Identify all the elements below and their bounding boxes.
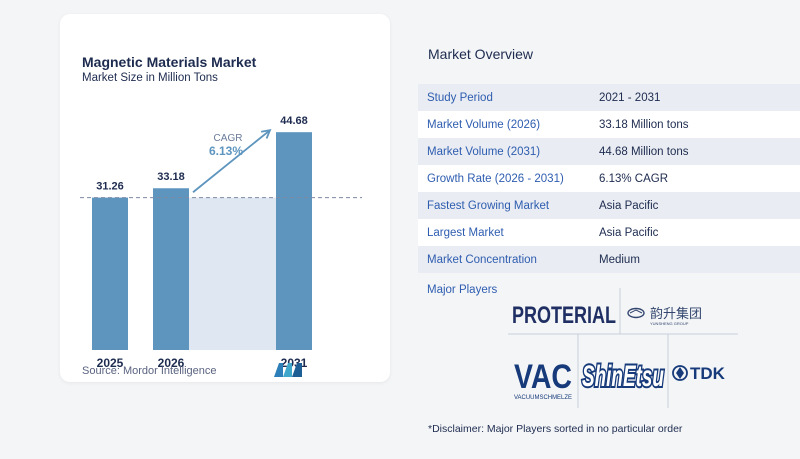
overview-value: 6.13% CAGR — [599, 172, 669, 185]
cagr-arrow — [192, 129, 271, 193]
overview-key: Market Concentration — [427, 253, 537, 266]
yunsheng-logo-text: 韵升集团 — [650, 306, 702, 322]
major-players-logos: PROTERIAL 韵升集团 YUNSHENG GROUP VAC VACUUM… — [508, 288, 738, 408]
growth-band — [189, 197, 276, 350]
overview-row: Largest Market Asia Pacific — [418, 219, 800, 246]
overview-key: Market Volume (2031) — [427, 145, 541, 158]
category-label: 2026 — [158, 356, 185, 370]
overview-row: Study Period 2021 - 2031 — [418, 84, 800, 111]
source-text: Source: Mordor Intelligence — [82, 365, 217, 377]
chart-subtitle: Market Size in Million Tons — [82, 72, 218, 84]
overview-table: Study Period 2021 - 2031 Market Volume (… — [418, 84, 800, 273]
category-label: 2025 — [97, 356, 124, 370]
shinetsu-logo-text: ShinEtsu — [582, 360, 664, 393]
yunsheng-logo: 韵升集团 YUNSHENG GROUP — [627, 306, 702, 326]
overview-row: Growth Rate (2026 - 2031) 6.13% CAGR — [418, 165, 800, 192]
overview-row: Market Volume (2031) 44.68 Million tons — [418, 138, 800, 165]
yunsheng-logo-subtext: YUNSHENG GROUP — [650, 321, 689, 326]
overview-value: Asia Pacific — [599, 226, 659, 239]
overview-value: 33.18 Million tons — [599, 118, 689, 131]
overview-row: Market Volume (2026) 33.18 Million tons — [418, 111, 800, 138]
disclaimer-text: *Disclaimer: Major Players sorted in no … — [428, 423, 683, 435]
value-label: 33.18 — [157, 171, 185, 183]
market-overview-panel: Market Overview Study Period 2021 - 2031… — [418, 0, 800, 459]
chart-title: Magnetic Materials Market — [82, 54, 257, 70]
value-label: 44.68 — [280, 115, 308, 127]
overview-title: Market Overview — [428, 46, 534, 62]
overview-value: 2021 - 2031 — [599, 91, 661, 104]
overview-key: Largest Market — [427, 226, 504, 239]
major-players-label: Major Players — [427, 284, 498, 296]
vac-logo: VAC VACUUMSCHMELZE — [514, 358, 572, 401]
overview-key: Study Period — [427, 91, 493, 104]
mordor-logo-icon — [274, 363, 302, 377]
value-label: 31.26 — [96, 181, 124, 193]
cagr-label: CAGR — [214, 133, 243, 144]
shinetsu-logo: ShinEtsu — [580, 358, 666, 395]
overview-row: Fastest Growing Market Asia Pacific — [418, 192, 800, 219]
chart-card: Magnetic Materials Market Market Size in… — [60, 14, 390, 382]
bar — [153, 188, 189, 350]
cagr-arrow-head — [260, 129, 272, 139]
overview-key: Growth Rate (2026 - 2031) — [427, 172, 564, 185]
proterial-logo-text: PROTERIAL — [512, 302, 616, 329]
overview-key: Market Volume (2026) — [427, 118, 541, 131]
overview-row: Market Concentration Medium — [418, 246, 800, 273]
bar — [276, 132, 312, 350]
vac-logo-subtext: VACUUMSCHMELZE — [514, 395, 572, 401]
overview-value: Medium — [599, 253, 640, 266]
overview-value: 44.68 Million tons — [599, 145, 689, 158]
overview-key: Fastest Growing Market — [427, 199, 550, 212]
tdk-logo-text: TDK — [690, 364, 726, 383]
overview-value: Asia Pacific — [599, 199, 659, 212]
bar — [92, 197, 128, 350]
vac-logo-text: VAC — [514, 358, 572, 396]
cagr-value: 6.13% — [209, 144, 243, 158]
tdk-logo: TDK — [672, 364, 726, 383]
proterial-logo: PROTERIAL — [512, 302, 616, 329]
